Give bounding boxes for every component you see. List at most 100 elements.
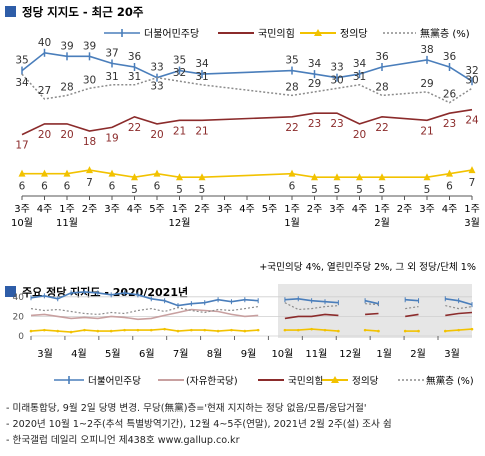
data-label: 36 [375, 51, 389, 63]
series-line [21, 73, 473, 104]
data-label: 34 [353, 58, 367, 70]
data-label: 6 [41, 181, 48, 193]
data-label: 36 [128, 51, 142, 63]
x-tick-label: 4주 [352, 204, 368, 215]
data-label: 17 [15, 140, 28, 152]
data-point [356, 173, 363, 181]
legend-label-undecided: 無黨층 (%) [426, 375, 474, 387]
x-tick-label: 3월 [444, 348, 460, 360]
y-tick-label: 0 [18, 332, 24, 342]
data-point [176, 173, 183, 181]
data-point [18, 169, 26, 177]
month-label: 12월 [169, 217, 191, 229]
x-tick-label: 3주 [217, 204, 233, 215]
data-point [108, 169, 116, 177]
series-line [30, 328, 259, 333]
x-tick-label: 2주 [307, 204, 323, 215]
legend-triangle-marker [314, 29, 322, 36]
data-label: 28 [375, 81, 388, 93]
legend-label-minjoo: 더불어민주당 [88, 376, 141, 387]
data-label: 18 [83, 136, 96, 148]
series-line [405, 313, 419, 318]
series-line [284, 313, 339, 320]
data-label: 20 [353, 129, 366, 141]
data-label: 21 [195, 125, 208, 137]
data-point [198, 173, 206, 181]
top-line-chart: 3주 4주 1주 2주 3주 4주 5주 1주 2주 3주 4주 5주 1주 2주 3주 4주 1주 2주 3주 4주… [11, 37, 480, 229]
x-tick-label: 6월 [139, 348, 155, 360]
legend-label-pph: 국민의힘 [258, 28, 295, 40]
data-label: 35 [15, 55, 28, 67]
x-tick-label: 2주 [397, 204, 413, 215]
data-label: 33 [150, 62, 163, 74]
data-point [446, 169, 453, 177]
data-label: 28 [60, 81, 73, 93]
data-label: 5 [199, 184, 206, 196]
data-label: 39 [83, 40, 96, 52]
series-line [30, 291, 259, 307]
top-chart-title: 정당 지지도 - 최근 20주 [22, 5, 144, 19]
data-label: 6 [446, 181, 453, 193]
data-label: 21 [173, 125, 186, 137]
top-footnote: +국민의당 4%, 열린민주당 2%, 그 외 정당/단체 1% [259, 261, 476, 273]
data-point [41, 169, 48, 177]
series-line [445, 311, 473, 317]
legend-label-pph: 국민의힘 [288, 376, 323, 387]
data-label: 23 [308, 118, 321, 130]
bottom-line-chart: 0 20 40 3월 4월 5월 6월 7월 8월 9월 10월 11월 12월 1월 2월 3월 [13, 284, 474, 360]
data-label: 7 [86, 177, 93, 189]
data-label: 33 [150, 81, 163, 93]
data-label: 32 [465, 65, 478, 77]
x-tick-label: 2월 [410, 348, 426, 360]
footnotes: - 미래통합당, 9월 2일 당명 변경. 무당(無黨)층='현재 지지하는 정… [6, 401, 482, 450]
data-point [333, 173, 341, 181]
data-point [86, 166, 93, 174]
x-tick-label: 11월 [305, 348, 327, 360]
data-label: 6 [64, 181, 71, 193]
data-label: 35 [173, 55, 186, 67]
data-label: 30 [465, 74, 478, 86]
x-tick-label: 1주 [374, 204, 390, 215]
month-label: 3월 [464, 217, 480, 229]
series-line [30, 308, 259, 321]
data-label: 31 [105, 71, 118, 83]
x-tick-label: 4주 [239, 204, 255, 215]
series-line [405, 298, 419, 302]
x-tick-label: 3주 [104, 204, 120, 215]
series-line [445, 328, 473, 332]
x-tick-label: 8월 [207, 348, 223, 360]
footnote-line: - 미래통합당, 9월 2일 당명 변경. 무당(無黨)층='현재 지지하는 정… [6, 403, 367, 414]
series-line [284, 328, 339, 332]
title-square-icon [5, 6, 16, 17]
data-label: 34 [195, 58, 209, 70]
data-label: 29 [308, 78, 321, 90]
legend-triangle-marker [331, 376, 339, 383]
data-label: 5 [356, 184, 363, 196]
month-label: 1월 [284, 217, 300, 229]
data-label: 5 [176, 184, 183, 196]
x-tick-label: 12월 [339, 348, 361, 360]
x-tick-label: 7월 [173, 348, 189, 360]
data-label: 6 [154, 181, 161, 193]
data-label: 5 [379, 184, 386, 196]
x-tick-label: 1주 [464, 204, 480, 215]
data-point [423, 173, 431, 181]
data-label: 20 [150, 129, 163, 141]
series-line [365, 329, 379, 332]
legend-label-justice: 정의당 [352, 376, 379, 387]
series-line [445, 305, 473, 310]
data-label: 27 [38, 85, 51, 97]
x-tick-label: 10월 [271, 348, 293, 360]
data-label: 32 [173, 67, 186, 79]
data-point [153, 169, 161, 177]
data-label: 28 [285, 81, 298, 93]
series-line [284, 297, 339, 304]
x-tick-label: 1주 [172, 204, 188, 215]
legend-label-undecided: 無黨층 (%) [420, 27, 470, 40]
x-tick-label: 2주 [194, 204, 210, 215]
data-point [63, 169, 71, 177]
data-point [131, 173, 138, 181]
x-tick-label: 4주 [442, 204, 458, 215]
data-label: 24 [465, 115, 479, 127]
data-label: 23 [330, 118, 343, 130]
